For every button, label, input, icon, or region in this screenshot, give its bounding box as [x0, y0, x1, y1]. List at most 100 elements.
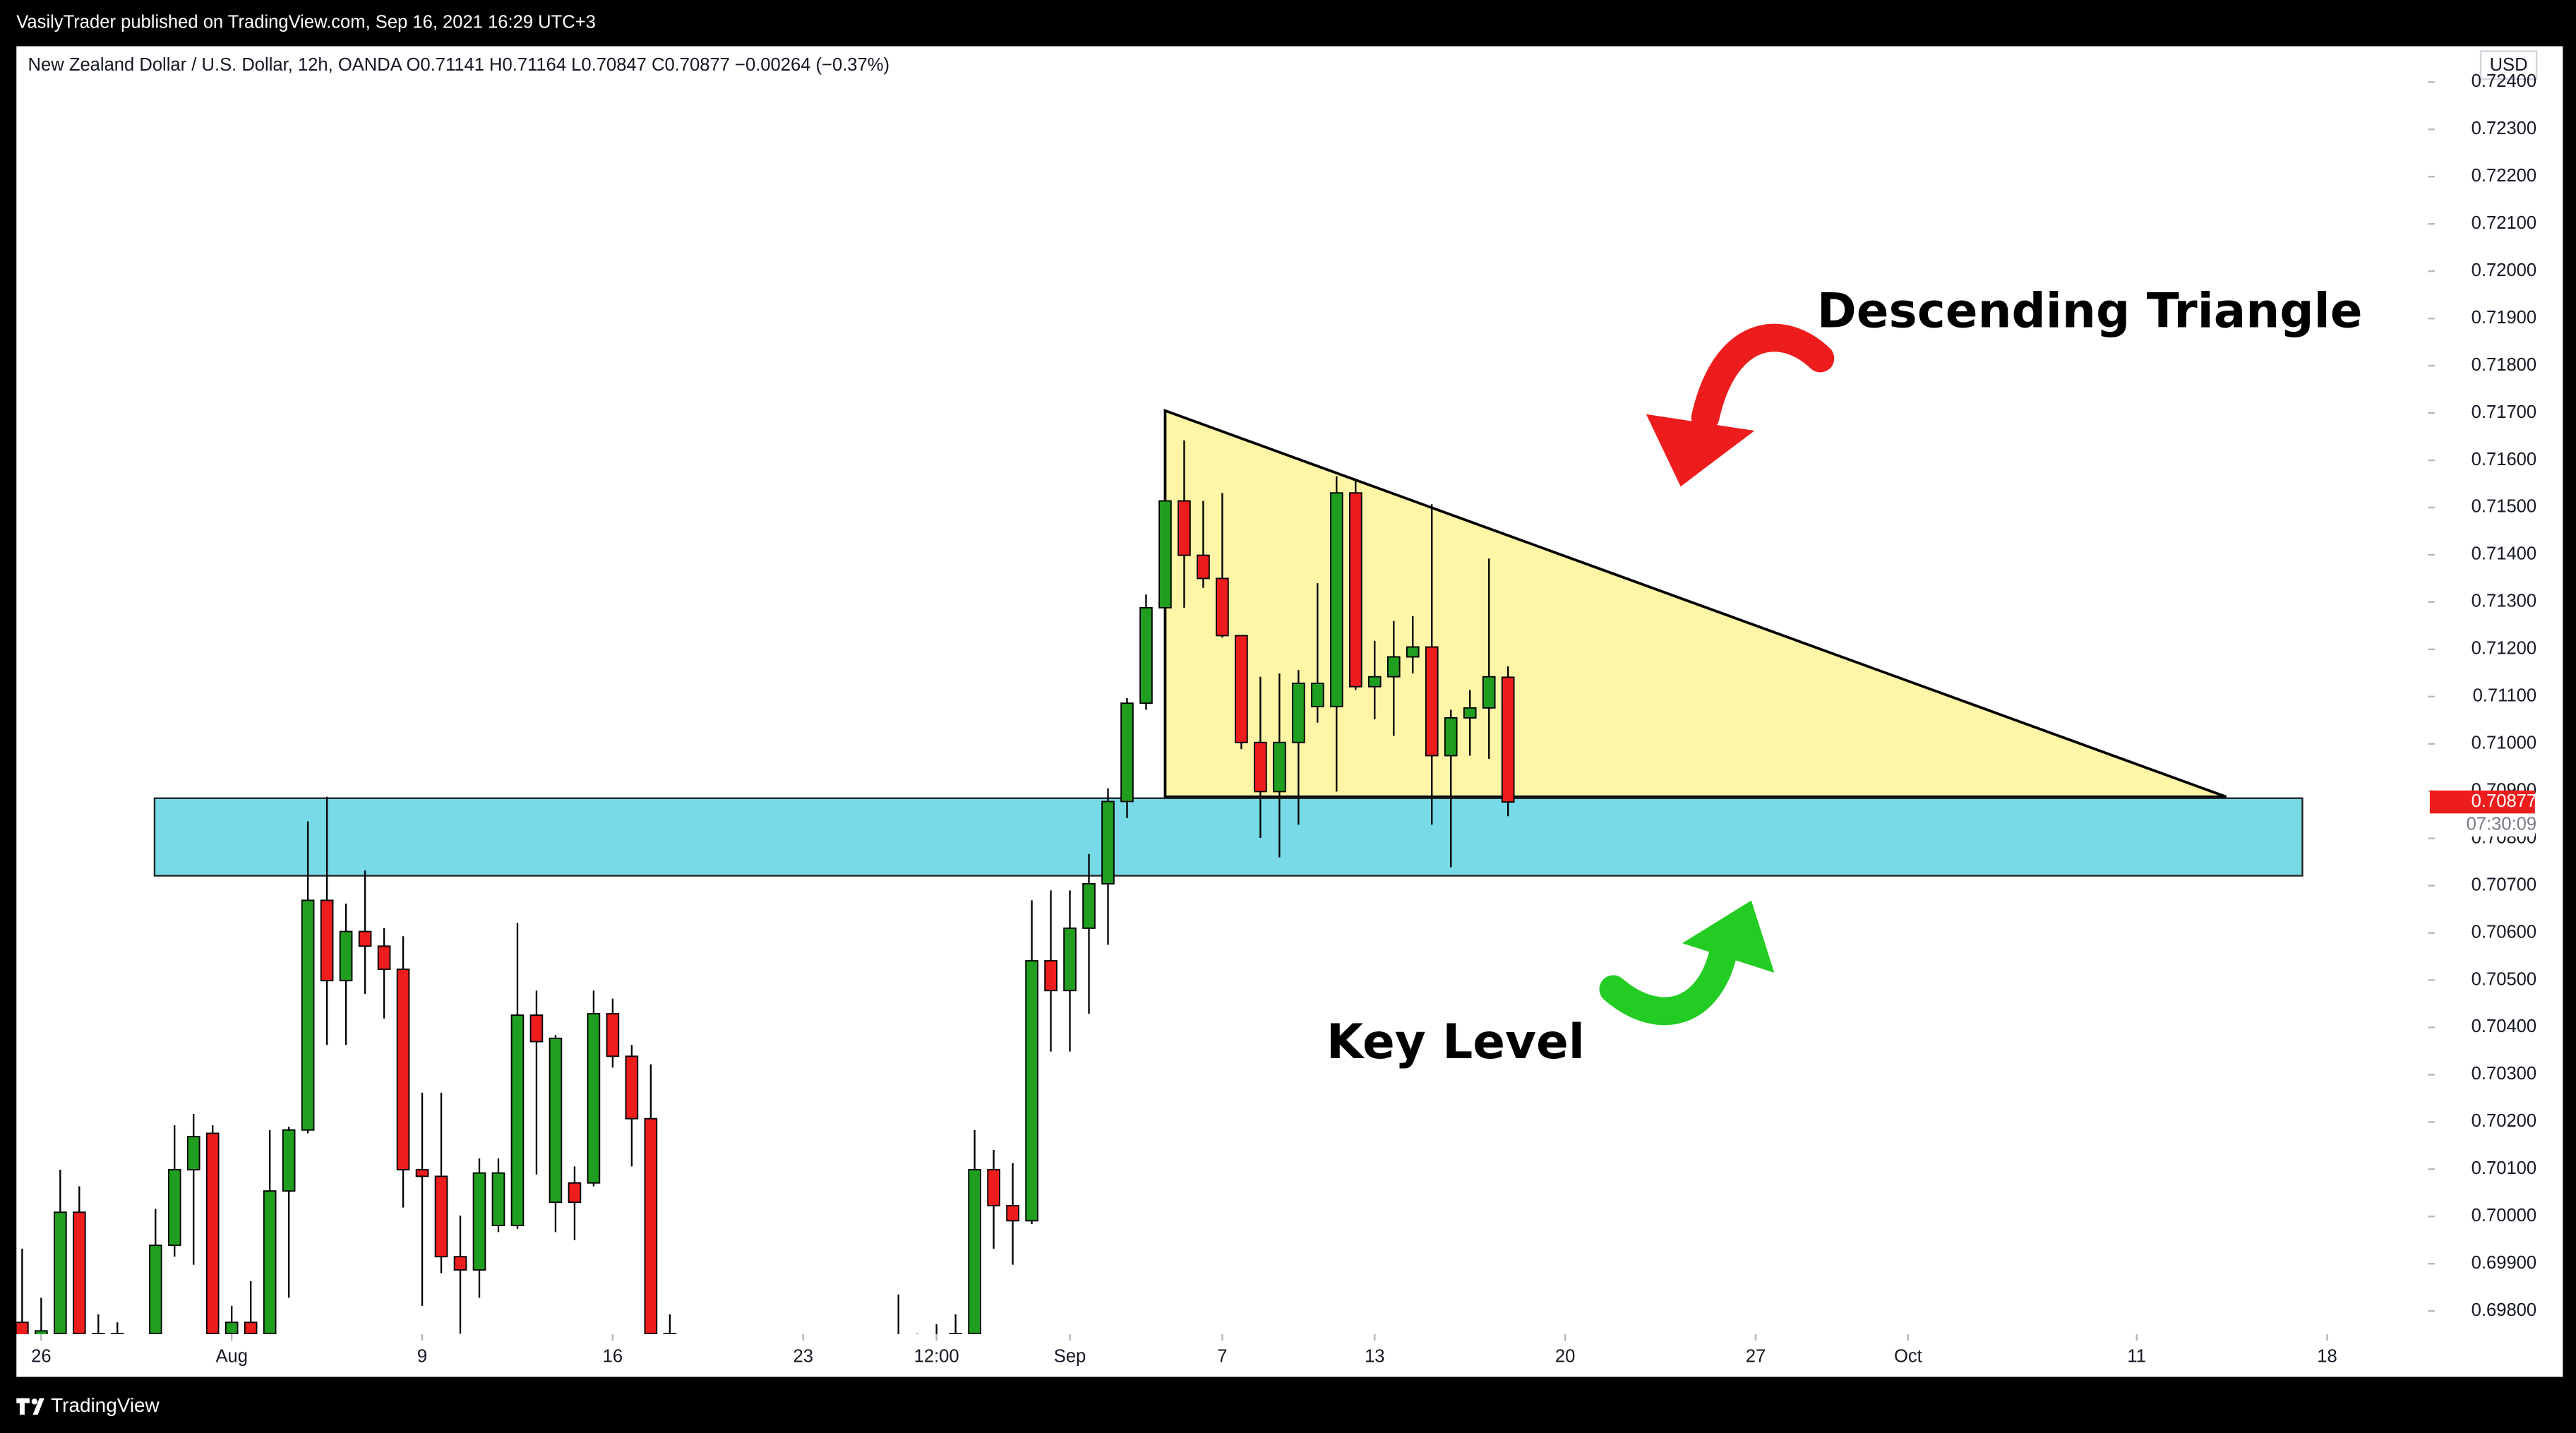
- candle-body: [415, 1169, 429, 1177]
- brand-logo: [16, 1398, 44, 1415]
- green-arrow: [1599, 900, 1775, 1026]
- candle-body: [1501, 676, 1515, 803]
- candle-body: [949, 1333, 962, 1335]
- zone-label: Key Level: [1326, 1014, 1585, 1069]
- candle-body: [587, 1013, 601, 1184]
- candle-body: [1482, 676, 1496, 709]
- candle-body: [1254, 741, 1267, 793]
- x-tick-label: 12:00: [914, 1346, 959, 1366]
- countdown: 07:30:09: [2467, 814, 2537, 834]
- candle-body: [549, 1037, 563, 1204]
- y-tick-label: 0.72300: [2472, 119, 2536, 138]
- x-tick-label: 18: [2317, 1346, 2337, 1366]
- candle-body: [1006, 1204, 1019, 1222]
- candle-body: [987, 1169, 1000, 1206]
- candle-body: [434, 1175, 448, 1258]
- candle-body: [1367, 676, 1382, 688]
- y-tick-label: 0.71800: [2472, 355, 2536, 375]
- y-tick-label: 0.72000: [2472, 260, 2536, 280]
- candle-body: [73, 1211, 86, 1335]
- candle-body: [1044, 960, 1058, 992]
- candle-body: [510, 1014, 525, 1226]
- candle-body: [1235, 635, 1248, 743]
- axis-layer: 0.69800 0.69900 0.70000 0.70100 0.70200 0.703…: [31, 71, 2536, 1366]
- candle-body: [1273, 741, 1286, 793]
- last-price-tag: [2429, 790, 2535, 814]
- y-tick-label: 0.69800: [2472, 1300, 2536, 1320]
- y-tick-label: 0.72200: [2472, 166, 2536, 186]
- y-tick-label: 0.70300: [2472, 1064, 2536, 1084]
- candle-body: [1311, 683, 1324, 707]
- candle-body: [1425, 646, 1439, 757]
- x-tick-label: Aug: [215, 1346, 248, 1366]
- candle-body: [224, 1321, 239, 1335]
- y-tick-label: 0.70500: [2472, 969, 2536, 989]
- x-tick-label: 26: [31, 1346, 51, 1366]
- red-arrow: [1646, 323, 1835, 487]
- candle-body: [1444, 717, 1458, 757]
- candle-body: [396, 969, 410, 1170]
- candle-body: [491, 1172, 505, 1226]
- y-tick-label: 0.69900: [2472, 1253, 2536, 1273]
- candle-body: [529, 1014, 544, 1043]
- candle-body: [1348, 492, 1362, 688]
- triangle-label: Descending Triangle: [1817, 282, 2363, 338]
- candle-body: [91, 1333, 105, 1335]
- y-tick-label: 0.71100: [2473, 686, 2537, 706]
- candle-body: [1139, 606, 1153, 704]
- candle-body: [1120, 702, 1134, 803]
- currency-box: [2479, 50, 2538, 80]
- candle-body: [377, 945, 391, 971]
- candle-body: [1158, 500, 1172, 608]
- x-tick-label: 9: [417, 1346, 427, 1366]
- y-tick-label: 0.71900: [2472, 308, 2536, 328]
- candle-body: [167, 1169, 181, 1247]
- candle-body: [16, 1321, 29, 1335]
- candle-body: [1101, 801, 1115, 885]
- x-tick-label: 20: [1555, 1346, 1575, 1366]
- candle-layer: [16, 440, 1515, 1335]
- candle-body: [606, 1013, 620, 1057]
- candle-body: [644, 1117, 658, 1335]
- y-tick-label: 0.70400: [2472, 1017, 2536, 1036]
- candle-body: [186, 1136, 200, 1170]
- x-tick-label: Sep: [1054, 1346, 1086, 1366]
- candle-body: [625, 1055, 639, 1120]
- candle-body: [320, 899, 334, 982]
- candle-body: [663, 1333, 677, 1335]
- candle-body: [148, 1245, 162, 1335]
- candle-body: [282, 1129, 296, 1192]
- y-tick-label: 0.71200: [2472, 639, 2536, 659]
- publisher-note: VasilyTrader published on TradingView.co…: [16, 13, 596, 32]
- candle-body: [1292, 683, 1305, 743]
- candle-body: [1063, 927, 1077, 992]
- x-tick-label: 11: [2127, 1346, 2146, 1366]
- x-tick-label: 16: [603, 1346, 623, 1366]
- y-tick-label: 0.71400: [2472, 544, 2536, 564]
- countdown-tag: [2429, 813, 2535, 837]
- currency: USD: [2490, 55, 2528, 75]
- candle-body: [1463, 707, 1477, 719]
- y-tick-label: 0.72100: [2472, 213, 2536, 233]
- last-price-label: 0.70877: [2472, 791, 2536, 811]
- candle-body: [1178, 500, 1191, 556]
- candle-body: [263, 1190, 277, 1335]
- candle-body: [205, 1132, 220, 1335]
- y-tick-label: 0.71700: [2472, 402, 2536, 422]
- candle-body: [35, 1330, 48, 1335]
- y-tick-label: 0.71500: [2472, 497, 2536, 517]
- x-tick-label: 7: [1217, 1346, 1227, 1366]
- candle-body: [453, 1256, 467, 1271]
- candle-body: [1082, 883, 1096, 929]
- y-tick-label: 0.70100: [2472, 1158, 2536, 1178]
- y-tick-label: 0.70700: [2472, 875, 2536, 894]
- candle-body: [244, 1321, 258, 1335]
- candle-body: [110, 1333, 124, 1335]
- candle-body: [339, 930, 353, 982]
- x-tick-label: 13: [1365, 1346, 1384, 1366]
- x-tick-label: 23: [793, 1346, 813, 1366]
- y-tick-label: 0.71300: [2472, 592, 2536, 611]
- x-tick-label: Oct: [1894, 1346, 1922, 1366]
- y-tick-label: 0.71600: [2472, 450, 2536, 469]
